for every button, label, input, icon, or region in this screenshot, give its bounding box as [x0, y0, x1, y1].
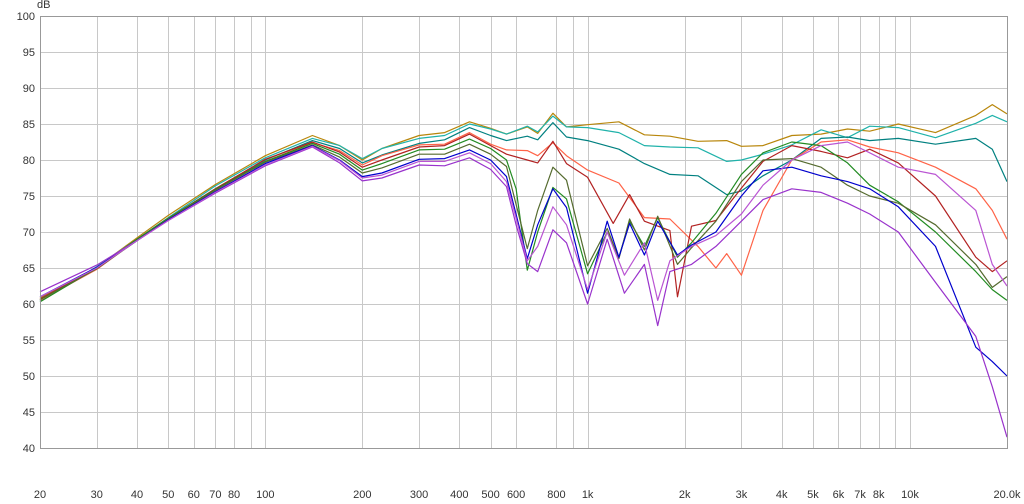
y-tick-label: 65: [23, 263, 35, 275]
x-tick-label: 80: [228, 489, 240, 501]
x-tick-label: 1k: [582, 489, 594, 501]
series-line-10: [39, 141, 1008, 301]
x-tick-label: 70: [209, 489, 221, 501]
series-line-5: [39, 133, 1008, 300]
x-tick-label: 60: [188, 489, 200, 501]
x-tick-label: 300: [410, 489, 428, 501]
x-tick-label: 400: [450, 489, 468, 501]
x-tick-label: 40: [131, 489, 143, 501]
y-tick-label: 95: [23, 47, 35, 59]
series-line-9: [39, 146, 1008, 438]
series-line-4: [39, 132, 1008, 301]
x-tick-label: 5k: [807, 489, 819, 501]
x-tick-label: 200: [353, 489, 371, 501]
y-tick-label: 40: [23, 443, 35, 455]
y-unit-label: dB: [37, 0, 50, 11]
y-tick-label: 55: [23, 335, 35, 347]
y-tick-label: 50: [23, 371, 35, 383]
y-tick-label: 75: [23, 191, 35, 203]
x-tick-label: 50: [162, 489, 174, 501]
plot-frame: [40, 16, 1008, 449]
x-tick-label: 4k: [776, 489, 788, 501]
y-tick-label: 85: [23, 119, 35, 131]
x-axis-tick-labels: 20 30 40 50 60 70 80 100 200 300 400 500 600 800 1k 2k 3…: [34, 489, 1021, 501]
x-tick-label: 10k: [901, 489, 919, 501]
series-line-8: [39, 145, 1008, 377]
series-line-3: [39, 121, 1008, 301]
series-line-6: [39, 138, 1008, 303]
x-tick-label: 8k: [873, 489, 885, 501]
y-tick-label: 70: [23, 227, 35, 239]
x-tick-label: 6k: [833, 489, 845, 501]
x-tick-label: 100: [256, 489, 274, 501]
x-tick-label: 30: [91, 489, 103, 501]
y-tick-label: 90: [23, 83, 35, 95]
x-tick-label: 20.0k: [994, 489, 1021, 501]
series-line-2: [39, 114, 1008, 302]
y-tick-label: 80: [23, 155, 35, 167]
x-tick-label: 800: [547, 489, 565, 501]
x-tick-label: 500: [481, 489, 499, 501]
x-tick-label: 2k: [679, 489, 691, 501]
y-tick-label: 60: [23, 299, 35, 311]
series-line-1: [39, 103, 1008, 299]
y-tick-label: 100: [17, 11, 35, 23]
x-tick-label: 7k: [854, 489, 866, 501]
series-group: [39, 103, 1008, 438]
x-tick-label: 600: [507, 489, 525, 501]
x-tick-label: 20: [34, 489, 46, 501]
y-tick-label: 45: [23, 407, 35, 419]
x-tick-label: 3k: [736, 489, 748, 501]
